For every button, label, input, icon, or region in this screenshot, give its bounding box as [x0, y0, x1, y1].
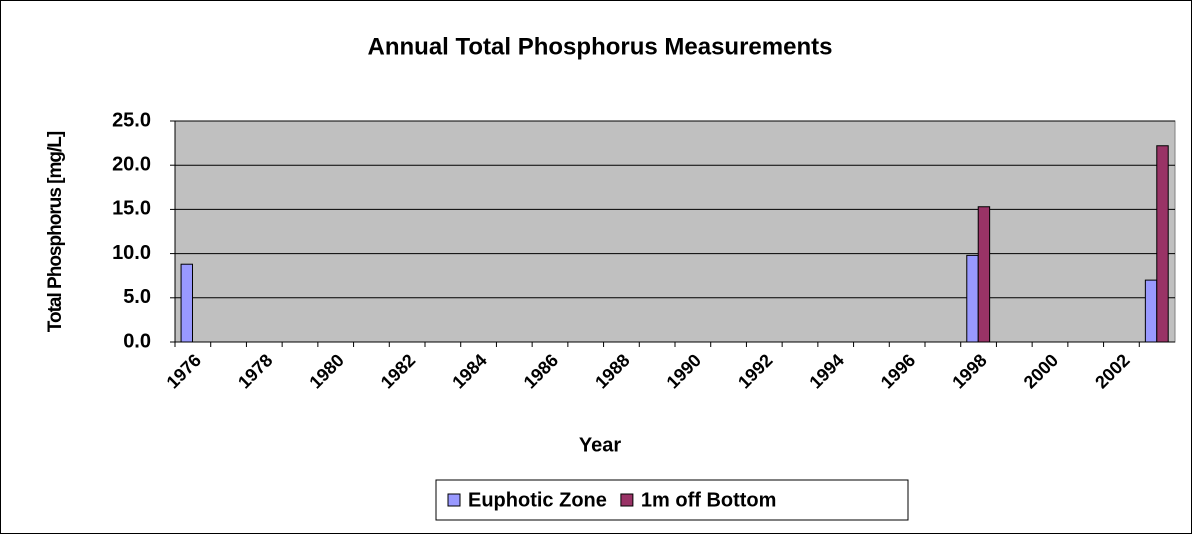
bar — [966, 254, 979, 343]
bar — [977, 206, 991, 343]
y-tick-label: 10.0 — [112, 242, 151, 264]
y-tick-label: 25.0 — [112, 109, 151, 131]
legend-label: 1m off Bottom — [641, 489, 777, 511]
bar — [1144, 279, 1158, 343]
legend-swatch — [620, 493, 634, 507]
legend-swatch — [447, 493, 461, 507]
bar — [180, 263, 193, 343]
plot-area — [174, 120, 1176, 343]
legend-label: Euphotic Zone — [468, 489, 607, 511]
chart-title: Annual Total Phosphorus Measurements — [368, 33, 833, 60]
x-axis-label: Year — [579, 434, 621, 456]
bar — [1156, 145, 1169, 343]
y-tick-label: 20.0 — [112, 153, 151, 175]
y-axis-label: Total Phosphorus [mg/L] — [45, 131, 66, 332]
y-tick-label: 0.0 — [123, 330, 151, 352]
legend-box — [435, 479, 909, 521]
y-tick-label: 15.0 — [112, 198, 151, 220]
y-tick-label: 5.0 — [123, 286, 151, 308]
